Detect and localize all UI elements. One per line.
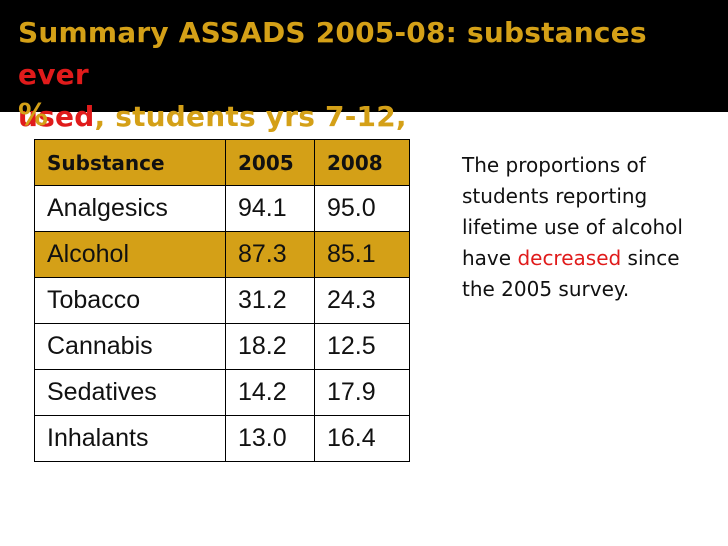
cell-2008: 16.4: [314, 415, 410, 462]
cell-2008: 17.9: [314, 369, 410, 416]
cell-2008: 95.0: [314, 185, 410, 232]
header-substance: Substance: [34, 139, 226, 186]
summary-note: The proportions of students reporting li…: [462, 150, 697, 305]
slide-title: Summary ASSADS 2005-08: substances ever u…: [18, 12, 718, 138]
cell-2005: 31.2: [225, 277, 315, 324]
header-2008: 2008: [314, 139, 410, 186]
cell-substance: Sedatives: [34, 369, 226, 416]
header-2005: 2005: [225, 139, 315, 186]
cell-substance: Cannabis: [34, 323, 226, 370]
table-row: Inhalants 13.0 16.4: [34, 415, 410, 462]
cell-2008: 85.1: [314, 231, 410, 278]
title-percent: %: [18, 98, 49, 133]
cell-2008: 24.3: [314, 277, 410, 324]
cell-substance: Analgesics: [34, 185, 226, 232]
cell-2005: 14.2: [225, 369, 315, 416]
cell-2008: 12.5: [314, 323, 410, 370]
note-emphasis-decreased: decreased: [517, 246, 622, 270]
note-text-before: The proportions of students reporting li…: [462, 153, 683, 270]
cell-2005: 13.0: [225, 415, 315, 462]
title-highlight-ever: ever: [18, 58, 89, 91]
table-row: Cannabis 18.2 12.5: [34, 323, 410, 370]
title-part2: , students yrs 7-12,: [94, 100, 407, 133]
substance-table: Substance 2005 2008 Analgesics 94.1 95.0…: [34, 139, 410, 462]
cell-2005: 94.1: [225, 185, 315, 232]
note-text-after: since the 2005 survey.: [462, 246, 680, 301]
cell-substance: Inhalants: [34, 415, 226, 462]
cell-2005: 18.2: [225, 323, 315, 370]
table-row: Sedatives 14.2 17.9: [34, 369, 410, 416]
table-header-row: Substance 2005 2008: [34, 139, 410, 186]
table-row: Analgesics 94.1 95.0: [34, 185, 410, 232]
title-part1: Summary ASSADS 2005-08: substances: [18, 16, 647, 49]
title-band: [0, 0, 728, 112]
cell-substance: Tobacco: [34, 277, 226, 324]
cell-2005: 87.3: [225, 231, 315, 278]
table-row-highlighted: Alcohol 87.3 85.1: [34, 231, 410, 278]
cell-substance: Alcohol: [34, 231, 226, 278]
table-row: Tobacco 31.2 24.3: [34, 277, 410, 324]
title-highlight-used: used: [18, 100, 95, 133]
